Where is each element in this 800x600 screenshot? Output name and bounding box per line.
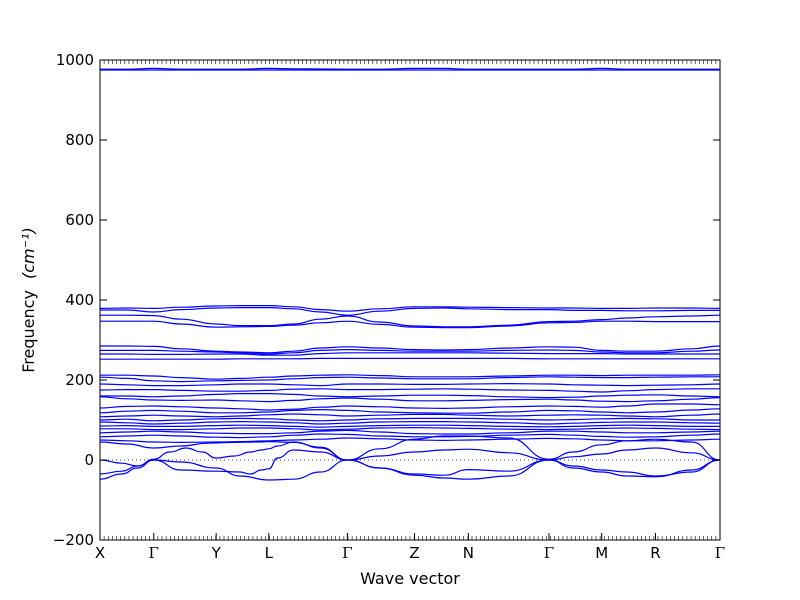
band-line [100, 348, 721, 355]
band-line [99, 396, 721, 403]
band-line [99, 459, 721, 481]
x-tick-label: Γ [715, 544, 725, 562]
y-tick-label: 400 [65, 291, 94, 309]
band-line [100, 345, 721, 354]
band-line [99, 449, 721, 477]
x-tick-label: L [265, 544, 274, 562]
band-line [99, 441, 721, 467]
band-line [99, 376, 720, 383]
y-axis-label-text: Frequency [19, 290, 38, 373]
band-line [99, 437, 721, 444]
band-line [100, 357, 720, 360]
x-tick-label: Γ [544, 544, 554, 562]
band-line [99, 413, 721, 418]
y-tick-label: 1000 [56, 51, 94, 69]
band-line [99, 388, 720, 393]
band-line [99, 382, 721, 387]
band-line [100, 374, 721, 380]
y-axis-unit: (cm⁻¹) [19, 227, 38, 279]
band-line [99, 352, 720, 356]
plot-area: −200 0 200 400 600 800 1000 X Γ Y L Γ Z N Γ M R Γ [53, 51, 725, 562]
y-axis-label: Frequency (cm⁻¹) [19, 227, 38, 372]
band-line [99, 403, 721, 411]
x-minor-ticks [99, 60, 721, 540]
x-tick-label: M [595, 544, 608, 562]
y-tick-label: 800 [65, 131, 94, 149]
band-line [99, 435, 721, 461]
band-line [100, 307, 720, 316]
band-line [99, 424, 720, 428]
x-tick-label: Γ [342, 544, 352, 562]
band-line [99, 408, 721, 414]
x-tick-label: N [463, 544, 474, 562]
band-line [100, 67, 720, 70]
band-lines [99, 67, 721, 481]
band-line [100, 314, 721, 328]
x-tick-label: R [650, 544, 660, 562]
x-tick-label: X [95, 544, 105, 562]
x-axis-label: Wave vector [360, 569, 460, 588]
band-line [99, 392, 721, 399]
y-tick-label: 600 [65, 211, 94, 229]
y-tick-label: −200 [53, 531, 94, 549]
band-line [100, 320, 720, 329]
band-line [99, 417, 720, 422]
x-tick-label: Y [211, 544, 222, 562]
x-tick-label: Z [409, 544, 419, 562]
x-tick-label: Γ [149, 544, 159, 562]
y-axis-ticks: −200 0 200 400 600 800 1000 [53, 51, 720, 549]
y-tick-label: 0 [84, 451, 94, 469]
band-line [99, 426, 721, 431]
band-line [99, 305, 721, 312]
band-line [99, 420, 721, 425]
band-line [99, 429, 721, 435]
band-line [99, 433, 721, 439]
plot-frame [99, 59, 721, 541]
y-tick-label: 200 [65, 371, 94, 389]
